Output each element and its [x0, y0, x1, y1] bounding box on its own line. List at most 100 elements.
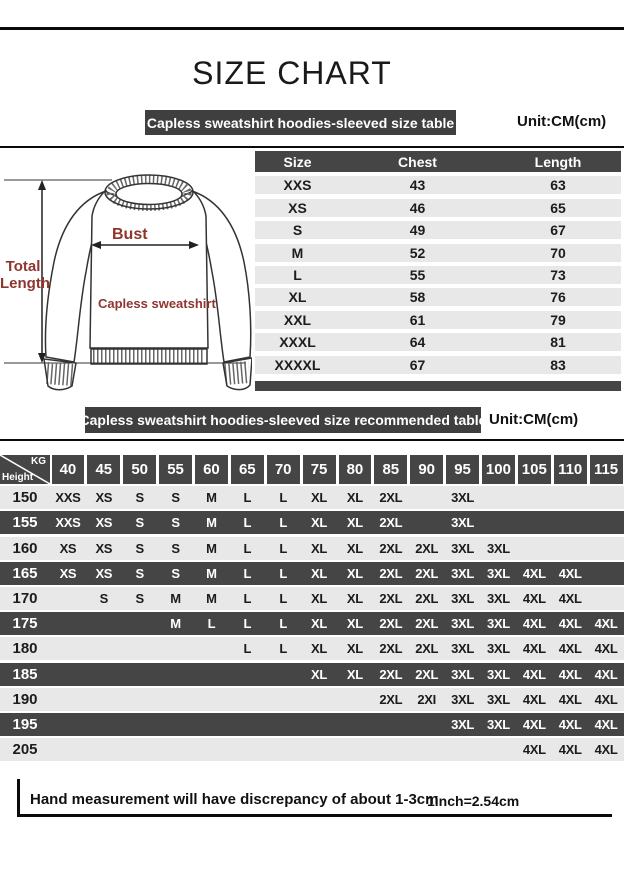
size-table-row: XXXXL 67 83 [255, 355, 621, 374]
matrix-cell: L [243, 515, 252, 531]
length-cell: 79 [550, 311, 566, 328]
sweatshirt-diagram: Bust Total Length Capless sweatshirt [0, 152, 252, 400]
matrix-cell: L [279, 616, 288, 632]
matrix-cell: 3XL [486, 590, 510, 606]
matrix-cell: 2XL [379, 490, 403, 506]
size-measurement-table: Size Chest Length XXS 43 63 XS 46 65 S 49 67 M 52 7… [255, 151, 621, 391]
matrix-cell: XL [311, 565, 328, 581]
height-label: 150 [12, 489, 38, 507]
length-cell: 63 [550, 177, 566, 194]
chest-cell: 61 [409, 311, 426, 328]
matrix-cell: XS [59, 565, 77, 581]
matrix-cell: 2XL [415, 565, 439, 581]
length-cell: 76 [550, 289, 566, 306]
size-table-row: XXL 61 79 [255, 310, 621, 329]
unit-label: Unit:CM(cm) [489, 411, 579, 428]
inch-conversion-note: 1inch=2.54cm [427, 793, 520, 809]
matrix-cell: 4XL [558, 641, 582, 657]
sweatshirt-drawing-icon [4, 174, 252, 391]
matrix-row: 205 4XL 4XL 4XL [0, 738, 624, 762]
matrix-cell: 3XL [486, 666, 510, 682]
weight-header-cell: 80 [337, 455, 373, 484]
diagonal-divider-icon [0, 455, 50, 484]
matrix-cell: 3XL [451, 666, 475, 682]
matrix-cell: 2XL [415, 616, 439, 632]
length-cell: 83 [550, 356, 566, 373]
matrix-cell: L [243, 540, 252, 556]
matrix-header-row: KG Height 40 45 50 55 60 65 70 75 80 85 90 95 100 105… [0, 455, 624, 484]
matrix-cell: 2XL [415, 666, 439, 682]
matrix-cell: S [135, 490, 145, 506]
height-label: 170 [12, 589, 38, 607]
weight-header-box: 45 [87, 455, 121, 484]
size-table-row: L 55 73 [255, 265, 621, 284]
matrix-cell: S [135, 515, 145, 531]
matrix-cell: L [243, 590, 252, 606]
matrix-cell: 3XL [451, 565, 475, 581]
chest-cell: 43 [409, 177, 426, 194]
length-cell: 70 [550, 244, 566, 261]
chest-cell: 49 [409, 222, 426, 239]
weight-header-box: 105 [517, 455, 551, 484]
matrix-cell: L [243, 565, 252, 581]
height-label: 175 [12, 615, 38, 633]
weight-header-box: 90 [410, 455, 444, 484]
weight-header-box: 85 [374, 455, 408, 484]
matrix-cell: 3XL [451, 691, 475, 707]
size-table-row: XXS 43 63 [255, 176, 621, 195]
size-cell: XL [288, 289, 307, 306]
size-cell: XXXL [279, 334, 316, 351]
weight-header-box: 65 [230, 455, 264, 484]
matrix-cell: M [170, 590, 181, 606]
weight-header-cell: 95 [445, 455, 481, 484]
matrix-cell: XL [346, 565, 363, 581]
matrix-cell: M [206, 515, 217, 531]
weight-header-box: 70 [266, 455, 300, 484]
matrix-row: 170 S S M M L L XL XL 2XL 2XL 3XL 3XL 4XL 4XL [0, 586, 624, 610]
matrix-row: 155 XXS XS S S M L L XL XL 2XL 3XL [0, 511, 624, 535]
matrix-cell: XXS [55, 515, 81, 531]
weight-header-box: 110 [553, 455, 587, 484]
size-cell: M [291, 244, 304, 261]
size-table-row: M 52 70 [255, 243, 621, 262]
chest-cell: 58 [409, 289, 426, 306]
matrix-cell: 3XL [486, 691, 510, 707]
size-table-row: XL 58 76 [255, 288, 621, 307]
matrix-cell: M [206, 540, 217, 556]
matrix-cell: 2XL [415, 540, 439, 556]
page-title: SIZE CHART [192, 55, 392, 91]
chest-cell: 55 [409, 266, 426, 283]
corner-height-label: Height [2, 472, 34, 483]
weight-header-box: 80 [338, 455, 372, 484]
matrix-cell: XL [311, 590, 328, 606]
matrix-cell: 4XL [558, 666, 582, 682]
matrix-cell: XL [311, 490, 328, 506]
footer-note-box: Hand measurement will have discrepancy o… [17, 779, 612, 817]
height-label: 185 [12, 665, 38, 683]
matrix-cell: 3XL [486, 641, 510, 657]
chest-cell: 67 [409, 356, 426, 373]
matrix-cell: 4XL [558, 716, 582, 732]
matrix-cell: L [243, 641, 252, 657]
weight-header-cell: 75 [301, 455, 337, 484]
length-cell: 81 [550, 334, 566, 351]
matrix-cell: L [243, 490, 252, 506]
matrix-cell: 4XL [522, 616, 546, 632]
height-label: 155 [12, 514, 38, 532]
matrix-cell: L [279, 565, 288, 581]
length-cell: 67 [550, 222, 566, 239]
matrix-cell: 4XL [594, 616, 618, 632]
matrix-cell: 3XL [451, 641, 475, 657]
matrix-cell: 4XL [522, 565, 546, 581]
matrix-cell: XL [346, 540, 363, 556]
column-header-length: Length [534, 153, 582, 170]
matrix-cell: 4XL [522, 666, 546, 682]
weight-header-cell: 60 [194, 455, 230, 484]
matrix-cell: XL [311, 641, 328, 657]
size-table-row: XXXL 64 81 [255, 333, 621, 352]
unit-label: Unit:CM(cm) [517, 113, 607, 130]
matrix-cell: L [207, 616, 216, 632]
matrix-cell: 4XL [558, 565, 582, 581]
matrix-cell: XL [346, 641, 363, 657]
weight-header-cell: 55 [158, 455, 194, 484]
